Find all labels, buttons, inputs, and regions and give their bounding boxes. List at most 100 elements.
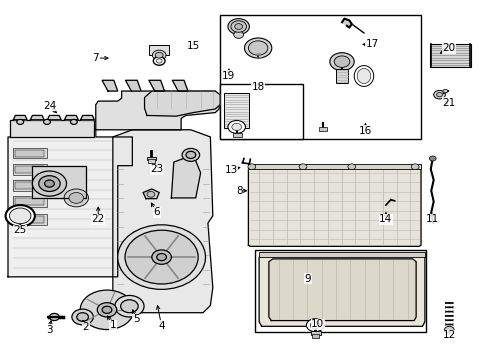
Text: 20: 20 xyxy=(442,43,455,53)
Text: 3: 3 xyxy=(46,325,53,334)
Circle shape xyxy=(248,41,267,55)
Text: 14: 14 xyxy=(379,215,392,224)
Circle shape xyxy=(310,321,320,329)
Circle shape xyxy=(299,164,306,170)
Bar xyxy=(13,214,47,225)
Circle shape xyxy=(233,31,243,39)
Text: 24: 24 xyxy=(43,101,56,111)
Polygon shape xyxy=(96,91,219,130)
Circle shape xyxy=(39,176,60,192)
Bar xyxy=(148,159,155,163)
Polygon shape xyxy=(81,116,94,120)
Bar xyxy=(147,157,156,160)
Polygon shape xyxy=(172,80,187,91)
Text: 1: 1 xyxy=(109,320,116,330)
Polygon shape xyxy=(171,155,200,198)
Circle shape xyxy=(17,120,23,125)
Bar xyxy=(15,198,43,205)
Circle shape xyxy=(329,53,353,71)
Polygon shape xyxy=(144,91,220,116)
Circle shape xyxy=(157,253,166,261)
Circle shape xyxy=(155,52,163,58)
Text: 7: 7 xyxy=(92,53,99,63)
Ellipse shape xyxy=(353,66,373,86)
Polygon shape xyxy=(13,116,27,120)
Text: 16: 16 xyxy=(358,126,371,135)
Circle shape xyxy=(32,171,66,196)
Bar xyxy=(220,84,303,139)
Circle shape xyxy=(121,300,138,313)
Bar xyxy=(259,252,424,257)
Text: 13: 13 xyxy=(224,165,238,175)
Polygon shape xyxy=(113,130,212,313)
Polygon shape xyxy=(125,80,141,91)
Bar xyxy=(15,182,43,189)
Polygon shape xyxy=(64,116,78,120)
Text: 5: 5 xyxy=(133,314,139,324)
Circle shape xyxy=(444,326,453,333)
Circle shape xyxy=(118,225,205,289)
Bar xyxy=(312,334,319,338)
Bar xyxy=(319,127,326,131)
Circle shape xyxy=(115,296,144,317)
Circle shape xyxy=(227,19,249,35)
Circle shape xyxy=(436,93,442,97)
Text: 18: 18 xyxy=(251,82,264,93)
Bar xyxy=(429,44,470,67)
Text: 25: 25 xyxy=(14,225,27,235)
Text: 8: 8 xyxy=(236,186,243,196)
Polygon shape xyxy=(259,253,424,326)
Circle shape xyxy=(44,180,54,187)
Circle shape xyxy=(442,89,447,93)
Polygon shape xyxy=(341,19,351,28)
Circle shape xyxy=(77,313,88,321)
Circle shape xyxy=(347,164,355,170)
Bar xyxy=(15,149,43,157)
Circle shape xyxy=(152,50,165,60)
Bar xyxy=(310,330,320,335)
Circle shape xyxy=(244,38,271,58)
Circle shape xyxy=(230,21,246,32)
Bar xyxy=(248,164,420,169)
Bar xyxy=(232,134,241,137)
Text: 23: 23 xyxy=(150,164,163,174)
Circle shape xyxy=(156,59,162,63)
Bar xyxy=(15,216,43,223)
Circle shape xyxy=(72,309,93,325)
Text: 12: 12 xyxy=(442,330,455,340)
Circle shape xyxy=(97,303,117,317)
Circle shape xyxy=(306,319,324,332)
Polygon shape xyxy=(10,120,94,137)
Bar xyxy=(255,250,426,332)
Text: 15: 15 xyxy=(186,41,200,51)
Circle shape xyxy=(227,121,245,134)
Circle shape xyxy=(70,120,77,125)
Polygon shape xyxy=(143,189,159,199)
Circle shape xyxy=(433,90,445,99)
Polygon shape xyxy=(32,166,86,198)
Circle shape xyxy=(102,306,112,314)
Circle shape xyxy=(185,151,195,158)
Bar xyxy=(224,93,249,128)
Bar xyxy=(13,180,47,191)
Circle shape xyxy=(64,189,88,207)
Text: 2: 2 xyxy=(82,322,89,332)
Text: 11: 11 xyxy=(425,215,438,224)
Bar xyxy=(13,196,47,207)
Ellipse shape xyxy=(356,68,370,84)
Polygon shape xyxy=(47,116,61,120)
Circle shape xyxy=(428,156,435,161)
Text: 6: 6 xyxy=(153,207,160,217)
Circle shape xyxy=(410,164,418,170)
Circle shape xyxy=(80,290,134,329)
Text: 10: 10 xyxy=(310,319,324,329)
Circle shape xyxy=(247,164,255,170)
Bar xyxy=(149,45,168,55)
Circle shape xyxy=(153,57,164,65)
Polygon shape xyxy=(248,167,420,246)
Circle shape xyxy=(9,208,31,224)
Bar xyxy=(220,15,420,139)
Circle shape xyxy=(49,314,59,320)
Circle shape xyxy=(147,192,155,197)
Polygon shape xyxy=(30,116,44,120)
